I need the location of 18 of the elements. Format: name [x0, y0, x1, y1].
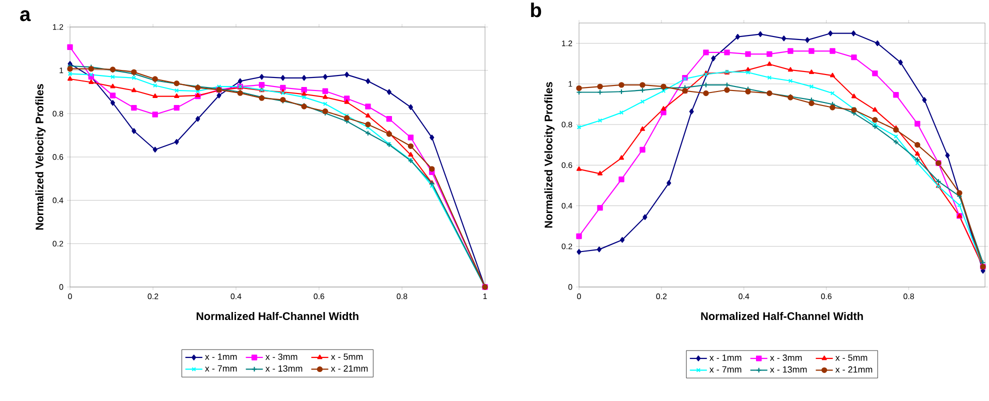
legend-label: x - 5mm: [835, 354, 868, 361]
x-axis-title: Normalized Half-Channel Width: [196, 312, 358, 320]
legend-label: x - 21mm: [330, 365, 368, 372]
chart-title: a: [20, 10, 31, 22]
y-axis-title: Normalized Velocity Profiles: [35, 84, 46, 230]
y-axis-title: Normalized Velocity Profiles: [544, 82, 555, 228]
x-axis-title: Normalized Half-Channel Width: [701, 312, 863, 320]
legend-label: x - 1mm: [710, 354, 742, 361]
legend-label: x - 21mm: [835, 366, 872, 373]
legend-label: x - 3mm: [770, 354, 802, 361]
legend-label: x - 7mm: [710, 366, 742, 372]
legend-label: x - 1mm: [205, 354, 237, 360]
legend-label: x - 13mm: [770, 366, 807, 373]
legend-label: x - 3mm: [265, 354, 298, 360]
legend-label: x - 5mm: [330, 354, 363, 360]
legend-label: x - 7mm: [205, 365, 237, 372]
chart-title: b: [531, 2, 542, 18]
legend-label: x - 13mm: [265, 365, 302, 372]
